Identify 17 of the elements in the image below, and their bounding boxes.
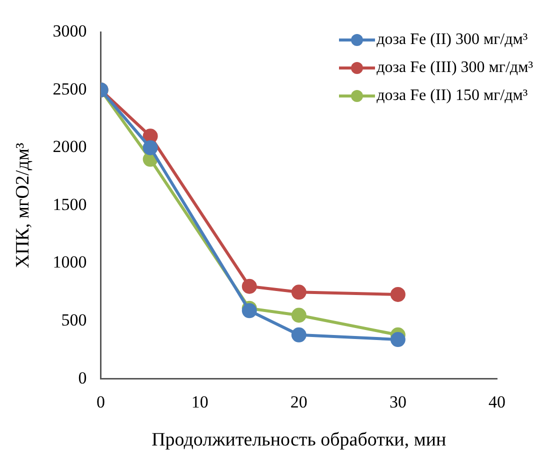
y-tick-label: 0 — [78, 368, 87, 388]
y-tick-label: 2000 — [52, 137, 87, 156]
x-tick-label: 20 — [290, 392, 308, 412]
legend-label: доза Fe (III) 300 мг/дм³ — [376, 59, 533, 77]
legend-label: доза Fe (II) 300 мг/дм³ — [376, 31, 528, 49]
y-tick-label: 500 — [61, 310, 87, 330]
x-tick-label: 0 — [96, 392, 106, 412]
x-tick-label: 10 — [191, 392, 208, 412]
y-tick-label: 1000 — [52, 252, 87, 272]
legend-label: доза Fe (II) 150 мг/дм³ — [376, 87, 528, 105]
x-tick-label: 30 — [389, 392, 406, 412]
x-axis-title: Продолжительность обработки, мин — [152, 430, 446, 451]
y-tick-label: 3000 — [52, 22, 87, 41]
y-axis-title: ХПК, мгО2/дм³ — [12, 142, 34, 268]
y-tick-label: 1500 — [52, 194, 87, 214]
y-tick-label: 2500 — [52, 79, 87, 98]
x-tick-label: 40 — [488, 392, 506, 412]
